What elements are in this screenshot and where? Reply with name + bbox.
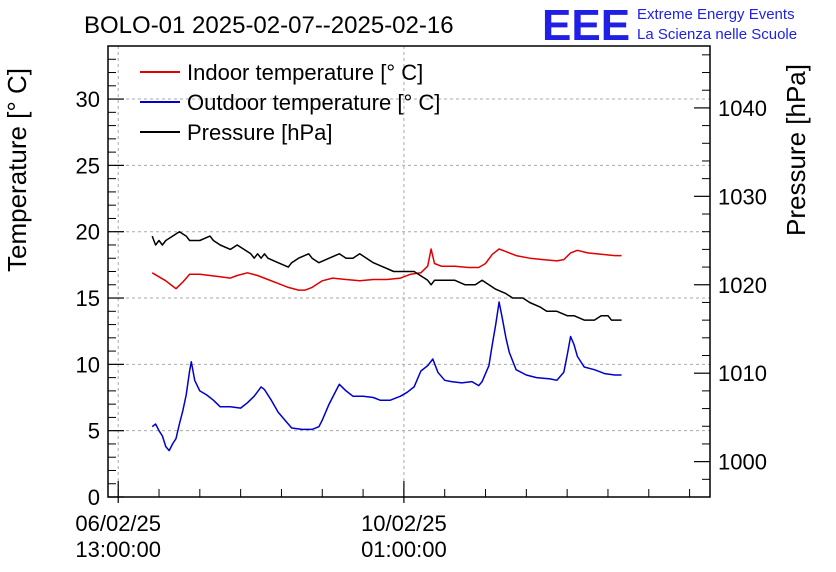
- series-layer: [151, 230, 622, 452]
- y-tick-label: 15: [76, 286, 100, 311]
- grid-layer: [108, 46, 710, 497]
- y2-tick-label: 1010: [718, 361, 767, 386]
- y2-axis-label: Pressure [hPa]: [781, 64, 811, 236]
- series-line-outdoor-temperature: [151, 301, 622, 452]
- x-tick-label-date: 10/02/25: [361, 511, 447, 536]
- series-line-indoor-temperature: [151, 248, 622, 291]
- legend-label-outdoor-temperature: Outdoor temperature [° C]: [187, 90, 440, 115]
- y-tick-label: 30: [76, 87, 100, 112]
- chart-title: BOLO-01 2025-02-07--2025-02-16: [84, 12, 454, 39]
- y-tick-label: 5: [88, 419, 100, 444]
- y2-tick-label: 1030: [718, 184, 767, 209]
- y2-tick-label: 1040: [718, 96, 767, 121]
- eee-logo: EEE Extreme Energy Events La Scienza nel…: [542, 1, 797, 50]
- axis-layer: 0 5 10 15 20 25 30 1000 1010 1020 1030 1040 06/02/25…: [75, 45, 767, 562]
- y-axis-label: Temperature [° C]: [2, 68, 32, 272]
- y-tick-label: 25: [76, 153, 100, 178]
- brand-line-2: La Scienza nelle Scuole: [637, 26, 797, 43]
- x-tick-label-date: 06/02/25: [75, 511, 161, 536]
- legend-label-indoor-temperature: Indoor temperature [° C]: [187, 60, 423, 85]
- y-tick-label: 10: [76, 352, 100, 377]
- y2-tick-label: 1020: [718, 273, 767, 298]
- y-tick-label: 20: [76, 220, 100, 245]
- legend-label-pressure: Pressure [hPa]: [187, 120, 333, 145]
- y2-tick-label: 1000: [718, 450, 767, 475]
- brand-line-1: Extreme Energy Events: [637, 6, 795, 23]
- series-line-pressure: [151, 230, 622, 321]
- y-tick-label: 0: [88, 485, 100, 510]
- legend: Indoor temperature [° C] Outdoor temperat…: [140, 60, 440, 145]
- eee-logo-text: EEE: [542, 1, 630, 50]
- x-tick-label-time: 13:00:00: [75, 537, 161, 562]
- x-tick-label-time: 01:00:00: [361, 537, 447, 562]
